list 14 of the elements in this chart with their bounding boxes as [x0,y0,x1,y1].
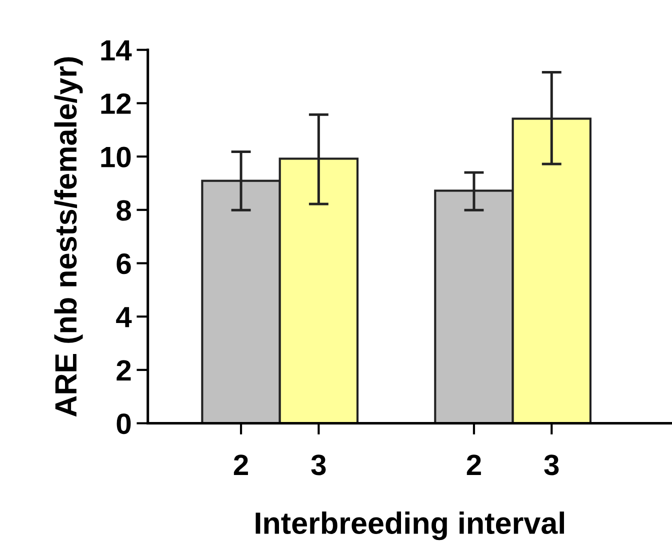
x-tick-label: 2 [466,454,481,475]
x-tick-label: 3 [544,454,559,476]
y-tick-label: 10 [101,146,131,168]
y-axis-title: ARE (nb nests/female/yr) [54,57,83,417]
y-tick-label: 4 [116,307,132,328]
y-tick-label: 6 [116,253,131,274]
y-tick-label: 0 [116,413,131,434]
y-tick-label: 8 [116,200,131,221]
y-tick-label: 2 [116,360,131,380]
x-tick-label: 3 [311,454,326,476]
y-tick-label: 14 [101,40,132,60]
y-tick-label: 12 [101,93,131,114]
x-tick-label: 2 [234,454,248,475]
x-axis-title: Interbreeding interval [256,512,564,540]
